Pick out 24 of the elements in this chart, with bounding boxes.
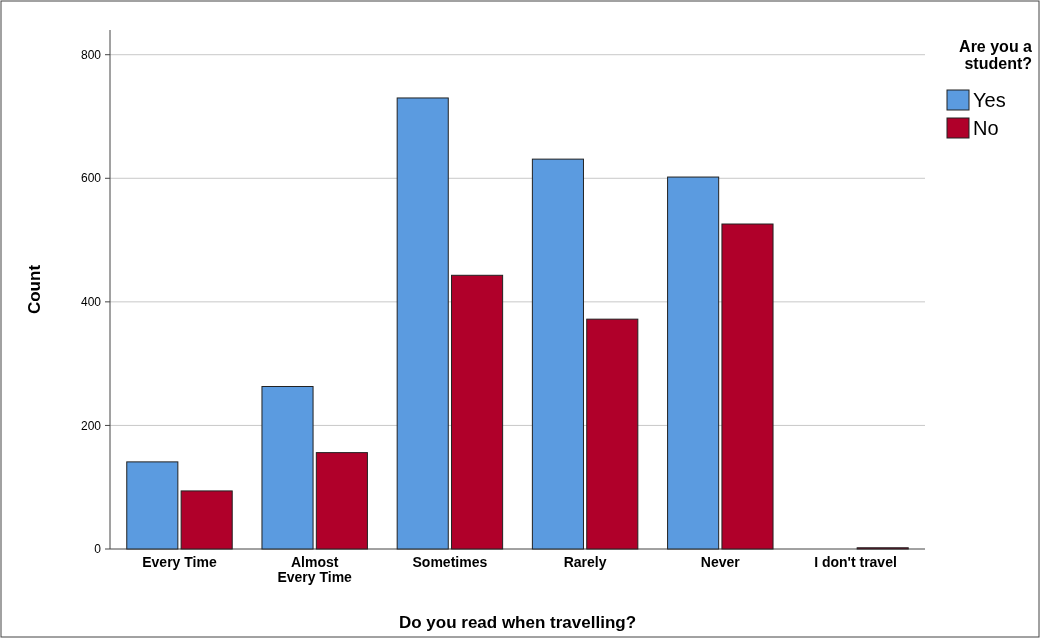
legend-label: No bbox=[973, 117, 999, 139]
y-tick-label: 600 bbox=[80, 171, 102, 186]
legend-title: Are you a student? bbox=[959, 38, 1033, 72]
bar bbox=[531, 158, 584, 550]
bar bbox=[721, 223, 774, 550]
x-tick-label: Every Time bbox=[142, 554, 217, 570]
x-tick-label: Almost Every Time bbox=[277, 554, 353, 585]
y-tick-label: 400 bbox=[80, 295, 102, 310]
x-tick-label: Never bbox=[700, 554, 741, 570]
bar bbox=[586, 318, 639, 550]
bar bbox=[451, 274, 504, 550]
bar bbox=[315, 452, 368, 550]
y-axis-title: Count bbox=[25, 264, 44, 315]
legend-label: Yes bbox=[973, 89, 1006, 111]
x-tick-label: I don't travel bbox=[814, 554, 897, 570]
x-tick-label: Rarely bbox=[563, 554, 607, 570]
x-axis-title: Do you read when travelling? bbox=[398, 613, 637, 632]
bar bbox=[396, 97, 449, 550]
bar bbox=[261, 386, 314, 550]
y-tick-label: 800 bbox=[80, 47, 102, 62]
y-tick-label: 0 bbox=[94, 542, 102, 557]
bar bbox=[667, 176, 720, 550]
x-tick-label: Sometimes bbox=[412, 554, 488, 570]
y-tick-label: 200 bbox=[80, 418, 102, 433]
